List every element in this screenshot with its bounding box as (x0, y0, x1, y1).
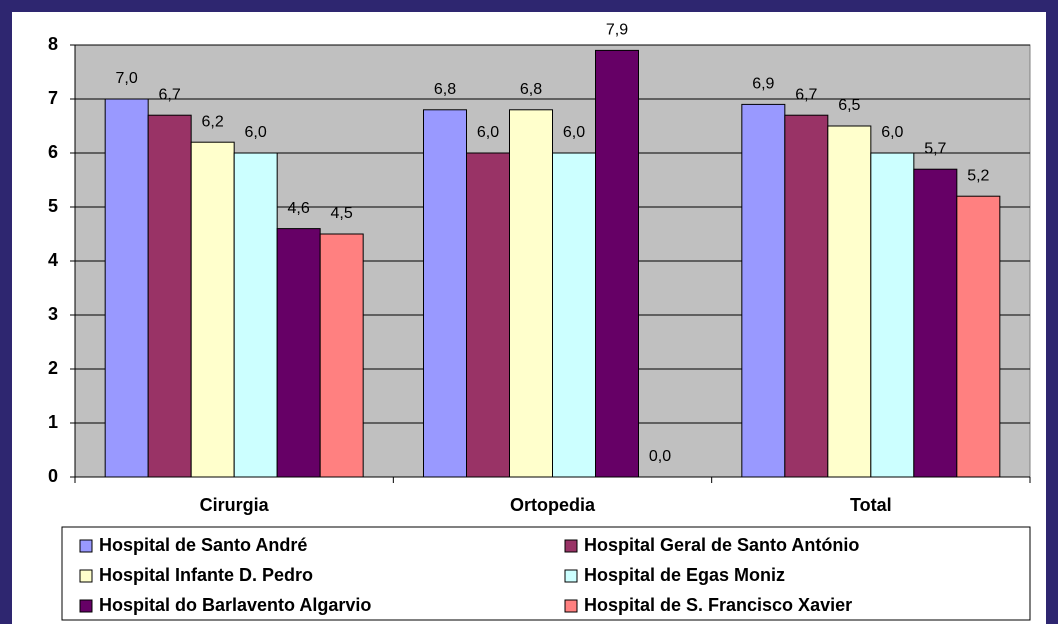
value-label: 6,8 (520, 81, 542, 98)
bar (870, 152, 915, 478)
y-tick-label: 7 (48, 88, 58, 108)
value-label: 6,0 (563, 124, 585, 141)
legend-label: Hospital de Egas Moniz (584, 565, 785, 585)
bar (509, 109, 553, 478)
value-label: 6,8 (434, 81, 456, 98)
x-tick-label: Cirurgia (200, 495, 270, 515)
legend (61, 526, 1031, 621)
bar (276, 228, 321, 478)
legend-swatch (564, 599, 578, 613)
bar (233, 152, 278, 478)
value-label: 5,7 (924, 140, 946, 157)
legend-label: Hospital do Barlavento Algarvio (99, 595, 371, 615)
legend-swatch (79, 539, 93, 553)
legend-swatch (79, 599, 93, 613)
bar (423, 109, 467, 478)
bar (956, 195, 1001, 478)
y-tick-label: 0 (48, 466, 58, 486)
legend-swatch (564, 539, 578, 553)
value-label: 7,0 (116, 70, 138, 87)
y-tick-label: 6 (48, 142, 58, 162)
legend-swatch (564, 569, 578, 583)
bar (913, 168, 958, 478)
legend-label: Hospital Geral de Santo António (584, 535, 859, 555)
value-label: 7,9 (606, 22, 628, 39)
value-label: 6,0 (477, 124, 499, 141)
bar (784, 114, 829, 478)
bar (147, 114, 192, 478)
value-label: 6,7 (159, 86, 181, 103)
value-label: 6,2 (202, 113, 224, 130)
bar (319, 233, 364, 478)
value-label: 6,7 (795, 86, 817, 103)
value-label: 6,0 (881, 124, 903, 141)
bar (595, 49, 639, 478)
value-label: 6,5 (838, 97, 860, 114)
value-label: 4,6 (288, 200, 310, 217)
bar (827, 125, 872, 478)
x-tick-label: Total (850, 495, 892, 515)
y-tick-label: 8 (48, 34, 58, 54)
y-tick-label: 2 (48, 358, 58, 378)
x-tick-label: Ortopedia (510, 495, 596, 515)
bar (552, 152, 596, 478)
value-label: 6,0 (245, 124, 267, 141)
bar (741, 103, 786, 478)
legend-label: Hospital de Santo André (99, 535, 307, 555)
bar (190, 141, 235, 478)
bar (104, 98, 149, 478)
bar (466, 152, 510, 478)
value-label: 5,2 (967, 167, 989, 184)
y-tick-label: 4 (48, 250, 58, 270)
y-tick-label: 3 (48, 304, 58, 324)
value-label: 4,5 (331, 205, 353, 222)
y-tick-label: 1 (48, 412, 58, 432)
legend-swatch (79, 569, 93, 583)
legend-label: Hospital Infante D. Pedro (99, 565, 313, 585)
value-label: 6,9 (752, 76, 774, 93)
legend-label: Hospital de S. Francisco Xavier (584, 595, 852, 615)
y-tick-label: 5 (48, 196, 58, 216)
value-label: 0,0 (649, 448, 671, 465)
